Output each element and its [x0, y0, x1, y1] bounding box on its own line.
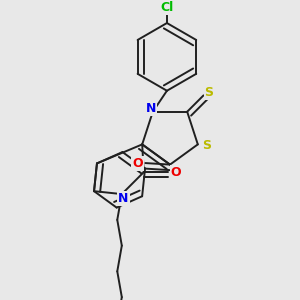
Text: S: S: [205, 86, 214, 99]
Text: O: O: [132, 157, 143, 169]
Text: O: O: [171, 166, 182, 179]
Text: Cl: Cl: [160, 1, 174, 13]
Text: N: N: [146, 101, 157, 115]
Text: N: N: [118, 192, 128, 205]
Text: S: S: [202, 140, 211, 152]
